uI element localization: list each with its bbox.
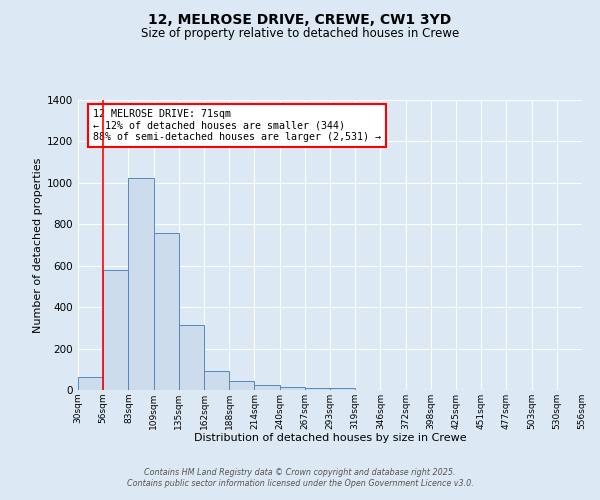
Bar bbox=[78, 376, 103, 390]
Bar bbox=[103, 270, 128, 390]
Text: Contains HM Land Registry data © Crown copyright and database right 2025.
Contai: Contains HM Land Registry data © Crown c… bbox=[127, 468, 473, 487]
Bar bbox=[128, 178, 154, 390]
Bar bbox=[229, 380, 254, 390]
Bar bbox=[179, 325, 204, 390]
Y-axis label: Number of detached properties: Number of detached properties bbox=[33, 158, 43, 332]
Text: 12, MELROSE DRIVE, CREWE, CW1 3YD: 12, MELROSE DRIVE, CREWE, CW1 3YD bbox=[148, 12, 452, 26]
Bar bbox=[204, 372, 229, 390]
Bar bbox=[254, 386, 280, 390]
Bar bbox=[330, 388, 355, 390]
Bar bbox=[154, 232, 179, 390]
Text: 12 MELROSE DRIVE: 71sqm
← 12% of detached houses are smaller (344)
88% of semi-d: 12 MELROSE DRIVE: 71sqm ← 12% of detache… bbox=[93, 108, 381, 142]
Text: Size of property relative to detached houses in Crewe: Size of property relative to detached ho… bbox=[141, 28, 459, 40]
Bar bbox=[280, 387, 305, 390]
X-axis label: Distribution of detached houses by size in Crewe: Distribution of detached houses by size … bbox=[194, 434, 466, 444]
Bar bbox=[305, 388, 330, 390]
